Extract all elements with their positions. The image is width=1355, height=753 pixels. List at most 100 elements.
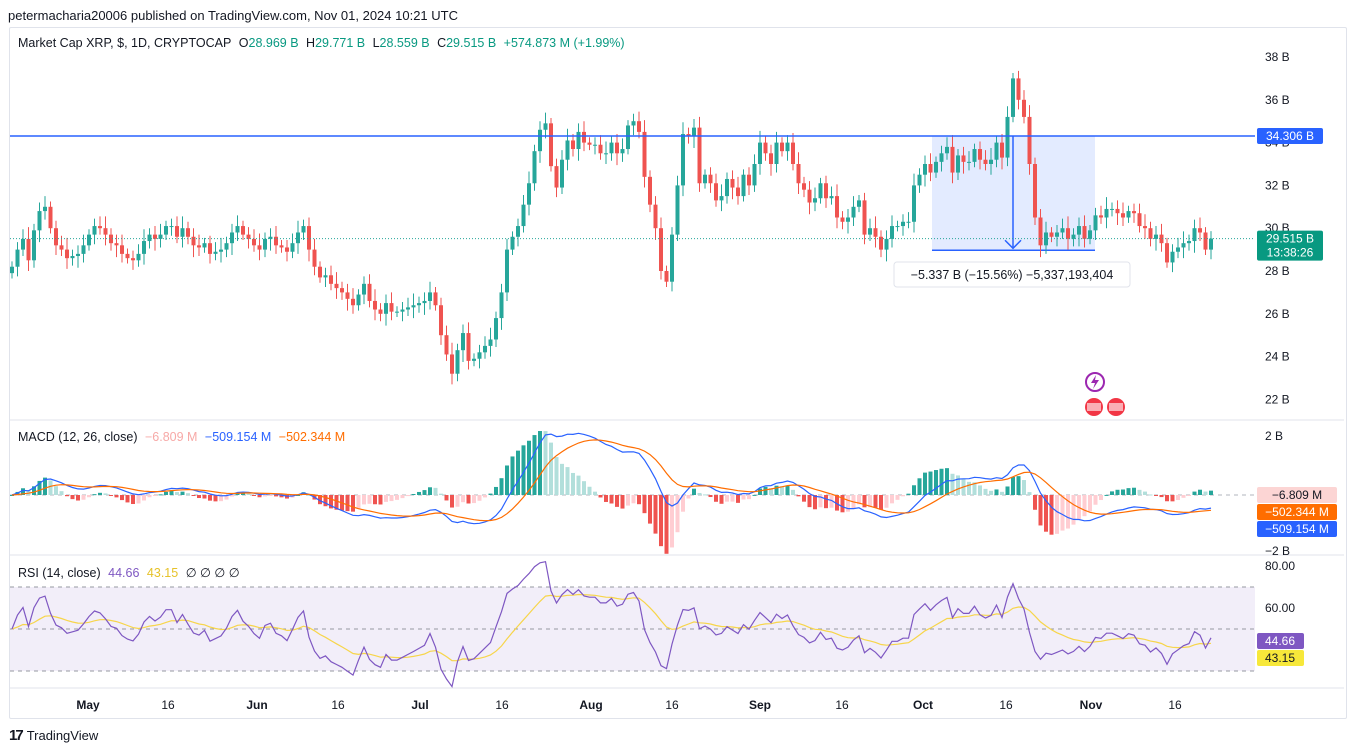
candle-body [224,243,229,250]
candle-body [114,243,119,246]
candle-body [450,354,454,374]
macd-histogram-bar [32,486,36,495]
candle-body [769,153,773,164]
y-tick-label: 28 B [1265,264,1290,278]
rsi-legend: RSI (14, close) 44.66 43.15 ∅ ∅ ∅ ∅ [18,566,240,580]
macd-histogram-bar [1115,489,1120,495]
macd-histogram-bar [1181,495,1186,498]
macd-value-tag [1257,504,1337,520]
candle-body [868,228,872,235]
tradingview-logo-icon: 17 [9,727,24,744]
candle-body [1027,116,1032,164]
us-flag-stripes-icon-2 [1109,403,1123,411]
candle-body [1137,213,1142,227]
candle-body [1033,164,1037,218]
candle-body [378,309,383,314]
candle-body [296,232,300,244]
macd-histogram-bar [1016,476,1021,495]
macd-histogram-bar [846,495,850,512]
candle-body [158,234,163,239]
candle-body [631,121,636,126]
macd-histogram-bar [400,495,405,499]
x-tick-label: 16 [1168,698,1182,712]
macd-histogram-bar [1027,492,1032,495]
macd-histogram-bar [246,493,251,495]
macd-histogram-bar [395,495,399,500]
candle-body [466,333,471,361]
candle-body [1110,208,1114,210]
macd-histogram-bar [835,495,839,511]
rsi-value-tag [1257,633,1304,649]
macd-histogram-bar [840,495,845,513]
y-tick-label: 24 B [1265,350,1290,364]
macd-histogram-bar [747,495,751,500]
macd-histogram-bar [505,465,509,495]
macd-histogram-bar [103,493,108,495]
candle-body [1005,116,1010,158]
macd-histogram-bar [604,495,608,502]
candle-body [1176,247,1180,252]
candle-body [422,300,427,304]
macd-histogram-bar [736,495,740,503]
candle-body [752,164,757,186]
x-tick-label: 16 [161,698,175,712]
candle-body [648,176,652,205]
candle-body [587,142,592,145]
candle-body [92,226,97,235]
footer-brand: TradingView [26,728,99,743]
macd-histogram-bar [901,495,905,497]
candle-body [780,142,784,152]
macd-histogram-bar [433,487,438,495]
macd-histogram-bar [1044,495,1048,532]
macd-histogram-bar [87,495,91,498]
candle-body [461,333,465,351]
candle-body [125,253,130,259]
candle-body [642,131,647,177]
candle-body [978,149,982,160]
candle-body [15,249,20,267]
chart-frame [9,27,1347,719]
candle-body [186,228,190,237]
candle-body [367,283,372,301]
candle-body [934,161,938,173]
macd-histogram-bar [527,440,531,495]
macd-histogram-bar [158,494,163,496]
candle-body [527,183,531,205]
macd-histogram-bar [1121,489,1125,495]
macd-histogram-bar [48,480,53,495]
macd-y-tick: −2 B [1265,544,1290,558]
macd-histogram-bar [609,495,614,504]
candle-body [274,236,278,246]
y-tick-label: 22 B [1265,392,1290,406]
macd-histogram-bar [169,490,174,495]
candle-body [1022,99,1026,117]
macd-histogram-bar [1005,486,1010,495]
candle-body [725,178,729,197]
candle-body [1198,228,1202,233]
macd-histogram-bar [54,486,58,495]
candle-body [659,228,663,271]
macd-histogram-bar [351,495,355,512]
candle-body [131,258,135,261]
macd-histogram-bar [730,495,735,502]
macd-histogram-bar [818,495,823,508]
macd-histogram-bar [939,468,944,495]
candle-body [846,217,850,222]
candle-body [477,352,482,359]
macd-histogram-bar [186,493,190,495]
macd-histogram-bar [1099,495,1103,501]
candle-body [598,144,603,154]
candle-body [1000,142,1004,158]
macd-histogram-bar [98,492,102,495]
candle-body [565,140,570,160]
macd-histogram-bar [945,468,949,495]
candle-body [1038,217,1043,246]
candle-body [433,292,438,306]
macd-histogram-bar [928,471,933,495]
candle-body [1104,208,1109,218]
macd-histogram-bar [274,495,278,497]
macd-histogram-bar [1198,489,1202,495]
candle-body [835,196,839,218]
macd-histogram-bar [81,495,86,500]
